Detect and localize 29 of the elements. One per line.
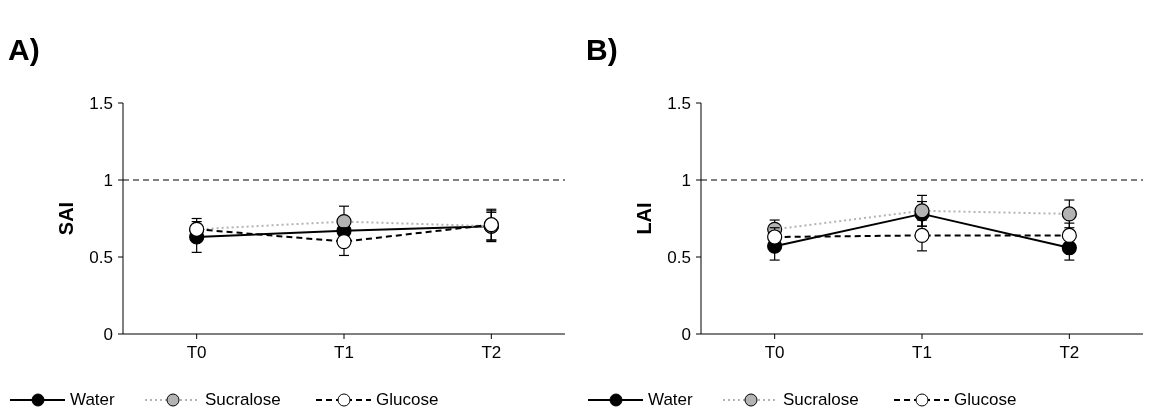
legend-label: Water: [70, 390, 116, 409]
y-tick-label: 1: [103, 170, 113, 190]
y-tick-label: 0: [103, 324, 113, 344]
point: [1061, 227, 1077, 244]
y-axis-title: SAI: [55, 201, 77, 236]
y-tick-label: 1.5: [667, 93, 691, 113]
legend-label: Sucralose: [205, 390, 281, 409]
x-tick-label: T1: [334, 343, 354, 362]
legend-label: Sucralose: [783, 390, 859, 409]
point: [914, 227, 930, 244]
legend-label: Glucose: [954, 390, 1017, 409]
y-axis-title: LAI: [633, 202, 655, 235]
legend-label: Water: [648, 390, 694, 409]
x-tick-label: T0: [764, 343, 785, 362]
point: [336, 234, 352, 250]
x-tick-label: T1: [912, 343, 932, 362]
y-tick-label: 1: [681, 170, 691, 190]
legend-label: Glucose: [376, 390, 439, 409]
x-tick-label: T0: [186, 343, 207, 362]
y-tick-label: 0: [681, 324, 691, 344]
y-tick-label: 0.5: [89, 247, 113, 267]
chart-title: A): [8, 33, 40, 66]
chart-title: B): [586, 33, 618, 66]
y-tick-label: 1.5: [89, 93, 113, 113]
x-tick-label: T2: [1059, 343, 1080, 362]
point: [1061, 206, 1077, 222]
point: [336, 213, 352, 230]
y-tick-label: 0.5: [667, 247, 691, 267]
x-tick-label: T2: [481, 343, 502, 362]
